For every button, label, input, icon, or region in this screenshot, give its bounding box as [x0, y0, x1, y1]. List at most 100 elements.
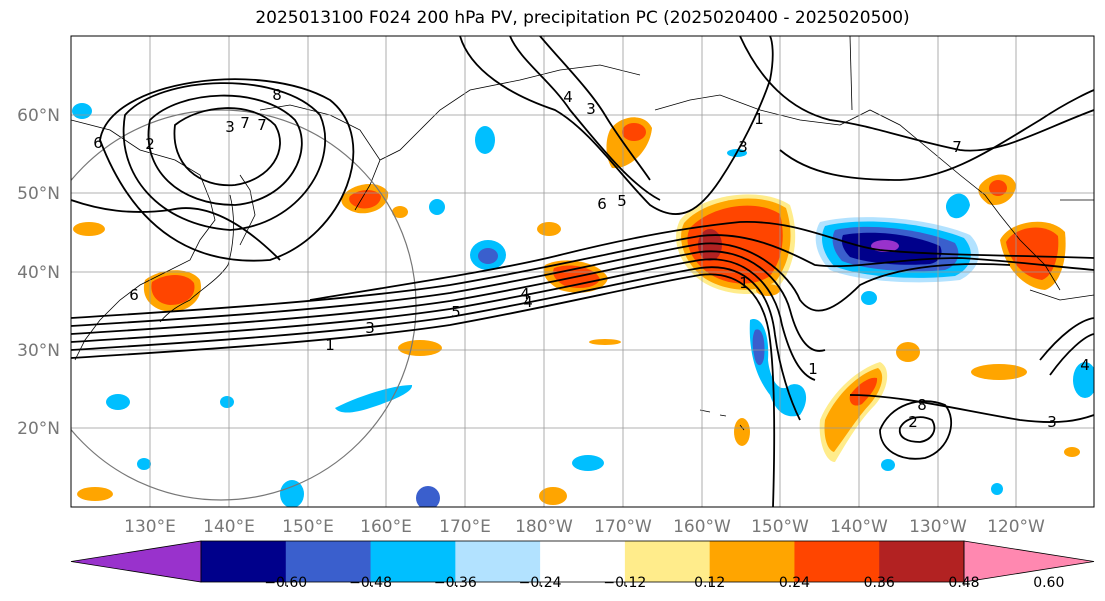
colorbar-segment: [370, 541, 456, 582]
positive-anomaly-uswest-core: [1006, 227, 1059, 280]
pv-contour-vortex-1: [173, 107, 281, 187]
precip-shading: [72, 103, 1094, 507]
longitude-label: 160°E: [360, 517, 412, 537]
contour-label: 3: [365, 319, 375, 337]
negative-anomaly-small-2: [475, 126, 495, 154]
negative-anomaly-small-10: [861, 291, 877, 305]
positive-anomaly-small-1: [398, 340, 442, 356]
colorbar-tick-label: 0.60: [1033, 575, 1064, 591]
contour-label: 5: [617, 192, 627, 210]
longitude-label: 170°E: [439, 517, 491, 537]
longitude-label: 130°W: [909, 517, 967, 537]
positive-anomaly-small-2: [589, 339, 621, 345]
negative-anomaly-small-11: [881, 459, 895, 471]
latitude-label: 30°N: [17, 341, 60, 361]
negative-anomaly-small-9: [137, 458, 151, 470]
positive-anomaly-small-8: [734, 418, 750, 446]
negative-anomaly-small-1-core: [478, 248, 498, 264]
positive-anomaly-small-9: [539, 487, 567, 505]
map-title: 2025013100 F024 200 hPa PV, precipitatio…: [255, 8, 910, 28]
negative-anomaly-small-13: [72, 103, 92, 119]
longitude-label: 120°W: [987, 517, 1045, 537]
pv-contour-jet-1: [71, 273, 776, 507]
contour-label: 1: [739, 274, 749, 292]
colorbar: −0.60 −0.48 −0.36 −0.24 −0.12 0.12 0.24 0.36 0.4…: [70, 540, 1095, 591]
negative-anomaly-filament: [335, 385, 413, 413]
longitude-label: 180°W: [515, 517, 573, 537]
colorbar-tick-label: −0.12: [603, 575, 646, 591]
pv-contour-jet-7: [309, 221, 1094, 301]
longitude-label: 140°E: [203, 517, 255, 537]
pv-contour-jet-6: [71, 234, 1094, 319]
pv-contours: [71, 36, 1094, 507]
colorbar-tick-label: 0.36: [864, 575, 895, 591]
pv-contour-vortex-4: [99, 78, 355, 262]
colorbar-segment: [709, 541, 795, 582]
positive-anomaly-small-10: [77, 487, 113, 501]
positive-anomaly-bering-core: [622, 123, 646, 141]
colorbar-tick-label: 0.12: [694, 575, 725, 591]
longitude-label: 150°E: [282, 517, 334, 537]
negative-anomaly-small-12: [991, 483, 1003, 495]
contour-label: 4: [1080, 356, 1090, 374]
colorbar-tick-label: 0.48: [948, 575, 979, 591]
contour-label: 5: [451, 303, 461, 321]
pv-contour-low-inner: [898, 416, 936, 443]
negative-anomaly-small-7: [416, 486, 440, 507]
contour-label: 2: [908, 413, 918, 431]
latitude-label: 20°N: [17, 419, 60, 439]
contour-label: 3: [1047, 413, 1057, 431]
pv-contour-jet-4: [71, 250, 826, 352]
longitude-label: 170°W: [594, 517, 652, 537]
contour-label: 1: [808, 360, 818, 378]
pv-contour-vortex-2: [147, 94, 303, 206]
latitude-labels: 60°N 50°N 40°N 30°N 20°N: [17, 106, 60, 439]
pv-contour-jet-5: [71, 242, 1011, 327]
negative-anomaly-trough-core: [752, 329, 765, 366]
colorbar-tick-label: −0.60: [264, 575, 307, 591]
negative-anomaly-small-8: [572, 455, 604, 471]
contour-label: 8: [272, 86, 282, 104]
longitude-label: 160°W: [673, 517, 731, 537]
contour-label: 6: [597, 195, 607, 213]
contour-label: 2: [145, 135, 155, 153]
colorbar-tick-label: −0.36: [434, 575, 477, 591]
colorbar-segment: [455, 541, 541, 582]
contour-label: 1: [325, 336, 335, 354]
positive-anomaly-small-3: [392, 206, 408, 218]
positive-anomaly-small-6: [896, 342, 920, 362]
positive-anomaly-kamchatka-core: [349, 190, 381, 209]
contour-label: 3: [738, 138, 748, 156]
colorbar-extend-high: [963, 540, 1095, 583]
colorbar-segment: [201, 541, 287, 582]
positive-anomaly-small-4: [73, 222, 105, 236]
contour-label: 6: [93, 134, 103, 152]
pv-contour-west: [71, 199, 281, 261]
pv-contour-ridge-5: [779, 89, 1094, 181]
colorbar-segment: [285, 541, 372, 582]
negative-anomaly-small-15: [1073, 362, 1094, 398]
longitude-label: 140°W: [830, 517, 888, 537]
positive-anomaly-japan-core: [151, 275, 195, 305]
pv-contour-south: [849, 394, 1094, 423]
colorbar-segment: [879, 541, 965, 582]
contour-label: 7: [240, 114, 250, 132]
negative-anomaly-small-4: [106, 394, 130, 410]
colorbar-frame: [200, 540, 965, 583]
colorbar-tick-label: 0.24: [779, 575, 810, 591]
contour-label: 3: [586, 100, 596, 118]
pv-contour-ridge-1: [459, 36, 774, 215]
pv-contour-vortex-3: [122, 82, 326, 231]
latitude-label: 60°N: [17, 106, 60, 126]
longitude-label: 130°E: [124, 517, 176, 537]
pv-contour-east-2: [1049, 333, 1094, 376]
colorbar-tick-label: −0.24: [519, 575, 562, 591]
pv-contour-east-1: [1039, 317, 1094, 361]
positive-anomaly-small-5: [537, 222, 561, 236]
latitude-label: 50°N: [17, 184, 60, 204]
contour-label: 8: [917, 396, 927, 414]
pv-contour-jet-2: [71, 266, 801, 421]
